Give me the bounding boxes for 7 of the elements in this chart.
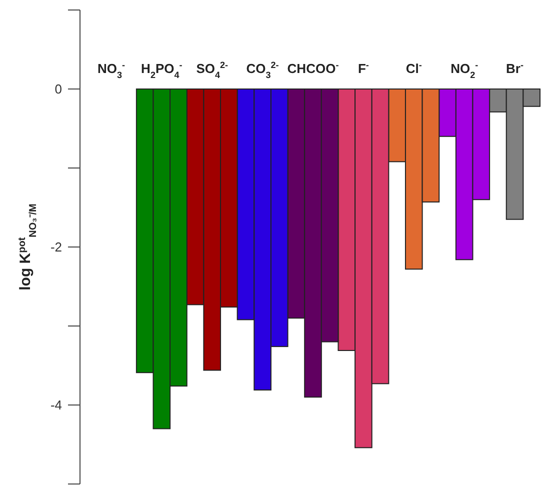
y-tick-label: -2 [50,240,62,255]
x-tick-label: CHCOO$^{-}$ [287,60,339,76]
y-tick-label: -4 [50,398,62,413]
x-tick-label: Cl$^{-}$ [406,60,422,76]
x-tick-label: F$^{-}$ [358,60,369,76]
x-tick-label: Br$^{-}$ [506,60,524,76]
y-tick-label: 0 [54,82,62,97]
